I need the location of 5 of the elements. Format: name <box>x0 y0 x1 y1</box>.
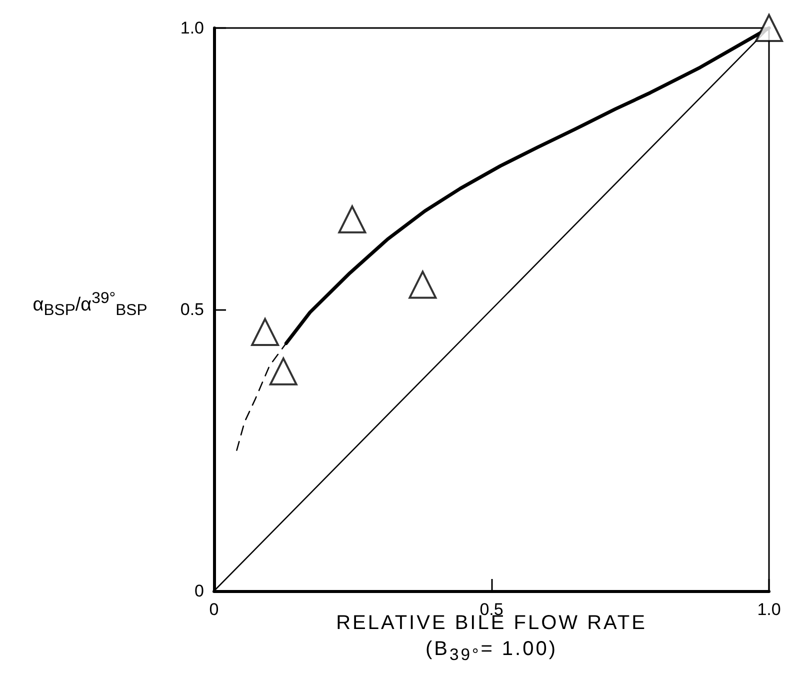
y-tick-label: 0.5 <box>180 300 204 319</box>
x-tick-label: 0 <box>209 600 219 619</box>
y-tick-label: 0 <box>194 582 204 600</box>
y-tick-label: 1.0 <box>180 18 204 38</box>
x-tick-label: 1.0 <box>757 600 781 619</box>
